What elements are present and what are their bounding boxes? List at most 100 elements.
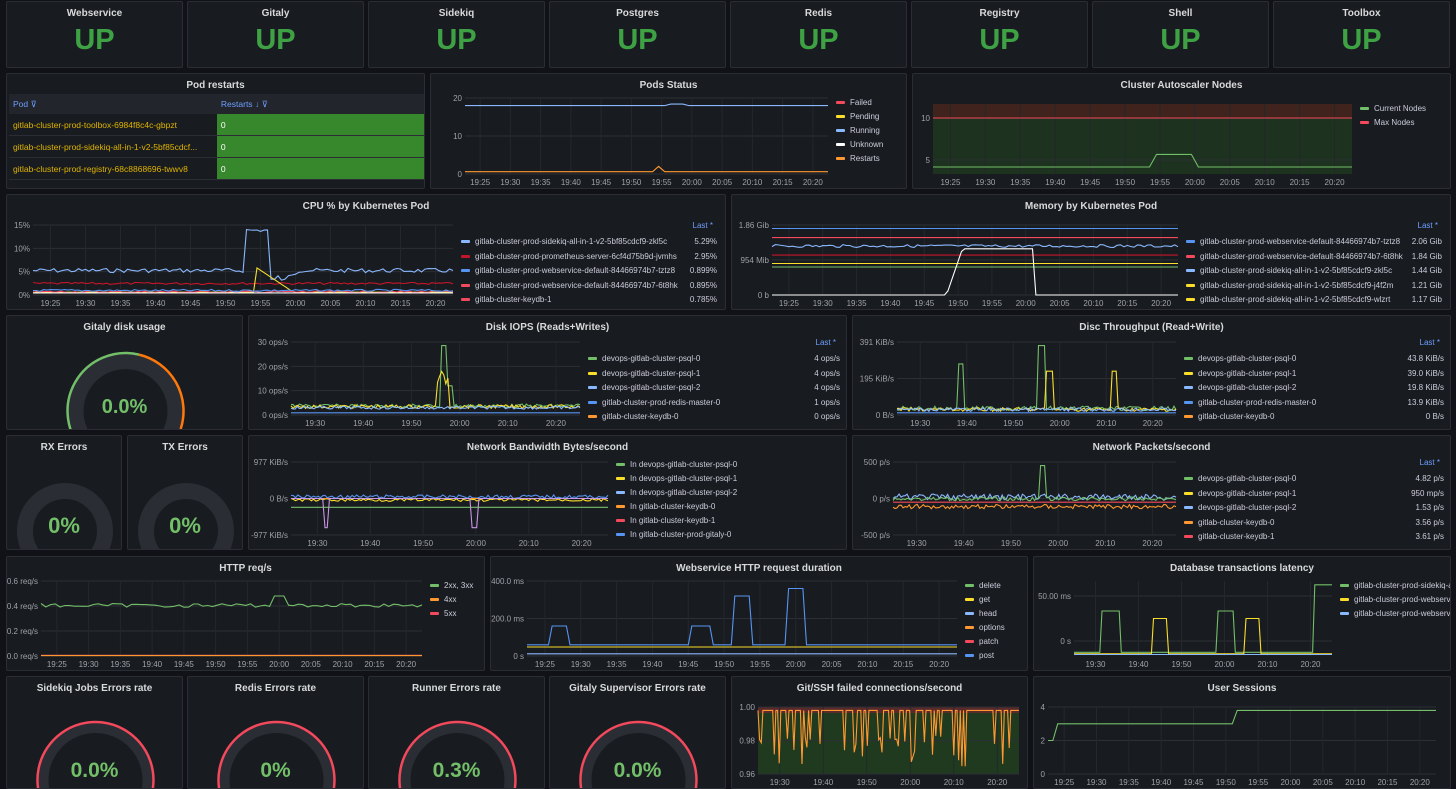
series-line bbox=[32, 290, 454, 294]
legend-item[interactable]: gitlab-cluster-prod-redis-master-0 1 ops/… bbox=[588, 396, 840, 411]
legend-item[interactable]: Unknown bbox=[836, 138, 902, 152]
chart-svg[interactable]: 15% 10% 5% 0% 19:25 19:30 19:35 19:40 19:45 19:50… bbox=[7, 195, 726, 310]
legend-item[interactable]: delete bbox=[965, 579, 1023, 593]
legend-item[interactable]: Running bbox=[836, 124, 902, 138]
legend-item[interactable]: devops-gitlab-cluster-psql-1 950 mp/s bbox=[1184, 487, 1444, 502]
legend-item[interactable]: gitlab-cluster-prod-webservice-default-8… bbox=[1186, 250, 1442, 265]
legend-item[interactable]: gitlab-cluster-prod-sidekiq-all-in-1-v2-… bbox=[1186, 279, 1442, 294]
legend-sort-header[interactable]: Last * bbox=[815, 338, 836, 347]
legend-sort-header[interactable]: Last * bbox=[692, 221, 713, 230]
legend-item[interactable]: gitlab-cluster-keydb-0 3.56 p/s bbox=[1184, 516, 1444, 531]
legend-item[interactable]: 5xx bbox=[430, 607, 480, 621]
chart-legend: Last * devops-gitlab-cluster-psql-0 43.8 K… bbox=[1184, 338, 1444, 425]
legend-item[interactable]: devops-gitlab-cluster-psql-1 4 ops/s bbox=[588, 367, 840, 382]
legend-item[interactable]: devops-gitlab-cluster-psql-1 39.0 KiB/s bbox=[1184, 367, 1444, 382]
legend-item[interactable]: devops-gitlab-cluster-psql-0 4.82 p/s bbox=[1184, 472, 1444, 487]
legend-item[interactable]: gitlab-cluster-prod-webserv bbox=[1340, 607, 1450, 621]
series-line bbox=[1074, 584, 1332, 653]
chart-svg[interactable]: 977 KiB/s 0 B/s -977 KiB/s 19:30 19:40 19:50 2… bbox=[249, 436, 847, 550]
chart-svg[interactable]: 0.6 req/s 0.4 req/s 0.2 req/s 0.0 req/s 19:2… bbox=[7, 557, 485, 671]
legend-item[interactable]: devops-gitlab-cluster-psql-0 43.8 KiB/s bbox=[1184, 352, 1444, 367]
legend-label: 4xx bbox=[444, 595, 457, 604]
legend-label: devops-gitlab-cluster-psql-0 bbox=[602, 354, 701, 363]
legend-item[interactable]: gitlab-cluster-keydb-1 3.61 p/s bbox=[1184, 530, 1444, 545]
legend-item[interactable]: gitlab-cluster-prod-prometheus-server-6c… bbox=[461, 250, 717, 265]
chart-svg[interactable]: 50.00 ms 0 s 19:30 19:40 19:50 20:00 20:10 20:2… bbox=[1034, 557, 1451, 671]
legend-label: Unknown bbox=[850, 140, 884, 149]
legend-item[interactable]: In gitlab-cluster-keydb-0 bbox=[616, 500, 842, 514]
legend-item[interactable]: In gitlab-cluster-prod-gitaly-0 bbox=[616, 528, 842, 542]
x-tick-label: 20:00 bbox=[1214, 660, 1235, 669]
legend-sort-header[interactable]: Last * bbox=[1419, 338, 1440, 347]
legend-last-value: 1.17 Gib bbox=[1411, 295, 1442, 304]
disk-iops-panel: Disk IOPS (Reads+Writes) 30 ops/s 20 ops/s… bbox=[248, 315, 847, 430]
legend-item[interactable]: gitlab-cluster-keydb-0 0 B/s bbox=[1184, 410, 1444, 425]
legend-label: devops-gitlab-cluster-psql-1 bbox=[602, 368, 701, 378]
legend-item[interactable]: gitlab-cluster-prod-sidekiq-all-in-1-v2-… bbox=[461, 235, 717, 250]
chart-svg[interactable]: 20 10 0 19:25 19:30 19:35 19:40 19:45 19:50 19:55… bbox=[431, 74, 907, 189]
legend-item[interactable]: 4xx bbox=[430, 593, 480, 607]
legend-item[interactable]: Failed bbox=[836, 96, 902, 110]
gauge-track bbox=[67, 353, 184, 429]
legend-sort-header[interactable]: Last * bbox=[1417, 221, 1438, 230]
legend-swatch bbox=[1186, 283, 1195, 287]
legend-item[interactable]: In devops-gitlab-cluster-psql-0 bbox=[616, 458, 842, 472]
legend-item[interactable]: gitlab-cluster-keydb-0 0 ops/s bbox=[588, 410, 840, 425]
chart-svg[interactable]: 500 p/s 0 p/s -500 p/s 19:30 19:40 19:50 20:00… bbox=[853, 436, 1451, 550]
legend-item[interactable]: devops-gitlab-cluster-psql-2 4 ops/s bbox=[588, 381, 840, 396]
legend-item[interactable]: gitlab-cluster-prod-webservice-default-8… bbox=[461, 264, 717, 279]
x-tick-label: 20:20 bbox=[425, 299, 446, 308]
x-tick-label: 19:45 bbox=[678, 660, 699, 669]
legend-item[interactable]: gitlab-cluster-prod-sidekiq-all-in-1-v2-… bbox=[1186, 264, 1442, 279]
legend-sort-header[interactable]: Last * bbox=[1419, 458, 1440, 467]
chart-svg[interactable]: 10 5 19:25 19:30 19:35 19:40 19:45 19:50 19:55 20… bbox=[913, 74, 1451, 189]
legend-item[interactable]: In devops-gitlab-cluster-psql-2 bbox=[616, 486, 842, 500]
y-tick-label: 0.4 req/s bbox=[7, 602, 38, 611]
legend-item[interactable]: Restarts bbox=[836, 152, 902, 166]
legend-item[interactable]: Current Nodes bbox=[1360, 102, 1446, 116]
chart-svg[interactable]: 1.00 0.98 0.96 19:30 19:40 19:50 20:00 20:10 20:… bbox=[732, 677, 1028, 789]
legend-item[interactable]: post bbox=[965, 649, 1023, 663]
legend-item[interactable]: gitlab-cluster-keydb-1 0.785% bbox=[461, 293, 717, 308]
chart-svg[interactable]: 1.86 Gib 954 Mib 0 b 19:25 19:30 19:35 19:40 19… bbox=[732, 195, 1451, 310]
chart-svg[interactable]: 4 2 0 19:25 19:30 19:35 19:40 19:45 19:50 19:55 20… bbox=[1034, 677, 1451, 789]
chart-svg[interactable]: 400.0 ms 200.0 ms 0 s 19:25 19:30 19:35 19:40 1… bbox=[491, 557, 1028, 671]
legend-item[interactable]: gitlab-cluster-prod-sidekiq-a bbox=[1340, 579, 1450, 593]
net-bandwidth-panel: Network Bandwidth Bytes/second 977 KiB/s 0… bbox=[248, 435, 847, 550]
legend-item[interactable]: 2xx, 3xx bbox=[430, 579, 480, 593]
legend-item[interactable]: devops-gitlab-cluster-psql-0 4 ops/s bbox=[588, 352, 840, 367]
legend-item[interactable]: Max Nodes bbox=[1360, 116, 1446, 130]
chart-svg[interactable]: 391 KiB/s 195 KiB/s 0 B/s 19:30 19:40 19:50 20… bbox=[853, 316, 1451, 430]
gauge-threshold-red bbox=[217, 720, 336, 788]
legend-item[interactable]: gitlab-cluster-prod-sidekiq-all-in-1-v2-… bbox=[1186, 293, 1442, 308]
legend-label: gitlab-cluster-prod-webserv bbox=[1354, 609, 1451, 618]
legend-swatch bbox=[616, 505, 625, 509]
legend-item[interactable]: In devops-gitlab-cluster-psql-1 bbox=[616, 472, 842, 486]
chart-svg[interactable]: 30 ops/s 20 ops/s 10 ops/s 0 ops/s 19:30 19:4… bbox=[249, 316, 847, 430]
legend-item[interactable]: gitlab-cluster-prod-webserv bbox=[1340, 593, 1450, 607]
column-header-pod[interactable]: Pod ⊽ bbox=[9, 94, 217, 114]
legend-swatch bbox=[1340, 612, 1349, 616]
legend-item[interactable]: get bbox=[965, 593, 1023, 607]
filter-icon[interactable]: ⊽ bbox=[261, 98, 268, 109]
filter-icon[interactable]: ⊽ bbox=[30, 98, 37, 109]
legend-item[interactable]: gitlab-cluster-prod-redis-master-0 13.9 K… bbox=[1184, 396, 1444, 411]
legend-item[interactable]: patch bbox=[965, 635, 1023, 649]
legend-item[interactable]: gitlab-cluster-prod-webservice-default-8… bbox=[1186, 235, 1442, 250]
legend-item[interactable]: devops-gitlab-cluster-psql-2 19.8 KiB/s bbox=[1184, 381, 1444, 396]
series-line bbox=[465, 165, 828, 173]
panel-title: Sidekiq Jobs Errors rate bbox=[36, 683, 153, 694]
legend-item[interactable]: devops-gitlab-cluster-psql-2 1.53 p/s bbox=[1184, 501, 1444, 516]
y-tick-label: 0.98 bbox=[739, 737, 755, 746]
legend-item[interactable]: In gitlab-cluster-keydb-1 bbox=[616, 514, 842, 528]
legend-item[interactable]: head bbox=[965, 607, 1023, 621]
legend-item[interactable]: options bbox=[965, 621, 1023, 635]
legend-label: devops-gitlab-cluster-psql-1 bbox=[1198, 368, 1297, 378]
http-req-panel: HTTP req/s 0.6 req/s 0.4 req/s 0.2 req/s 0.0… bbox=[6, 556, 485, 671]
panel-title: CPU % by Kubernetes Pod bbox=[302, 201, 430, 212]
legend-item[interactable]: gitlab-cluster-prod-webservice-default-8… bbox=[461, 279, 717, 294]
legend-item[interactable]: Pending bbox=[836, 110, 902, 124]
column-header-restarts[interactable]: Restarts ↓ ⊽ bbox=[216, 94, 424, 114]
legend-swatch bbox=[1186, 269, 1195, 273]
x-tick-label: 19:50 bbox=[1115, 178, 1136, 187]
